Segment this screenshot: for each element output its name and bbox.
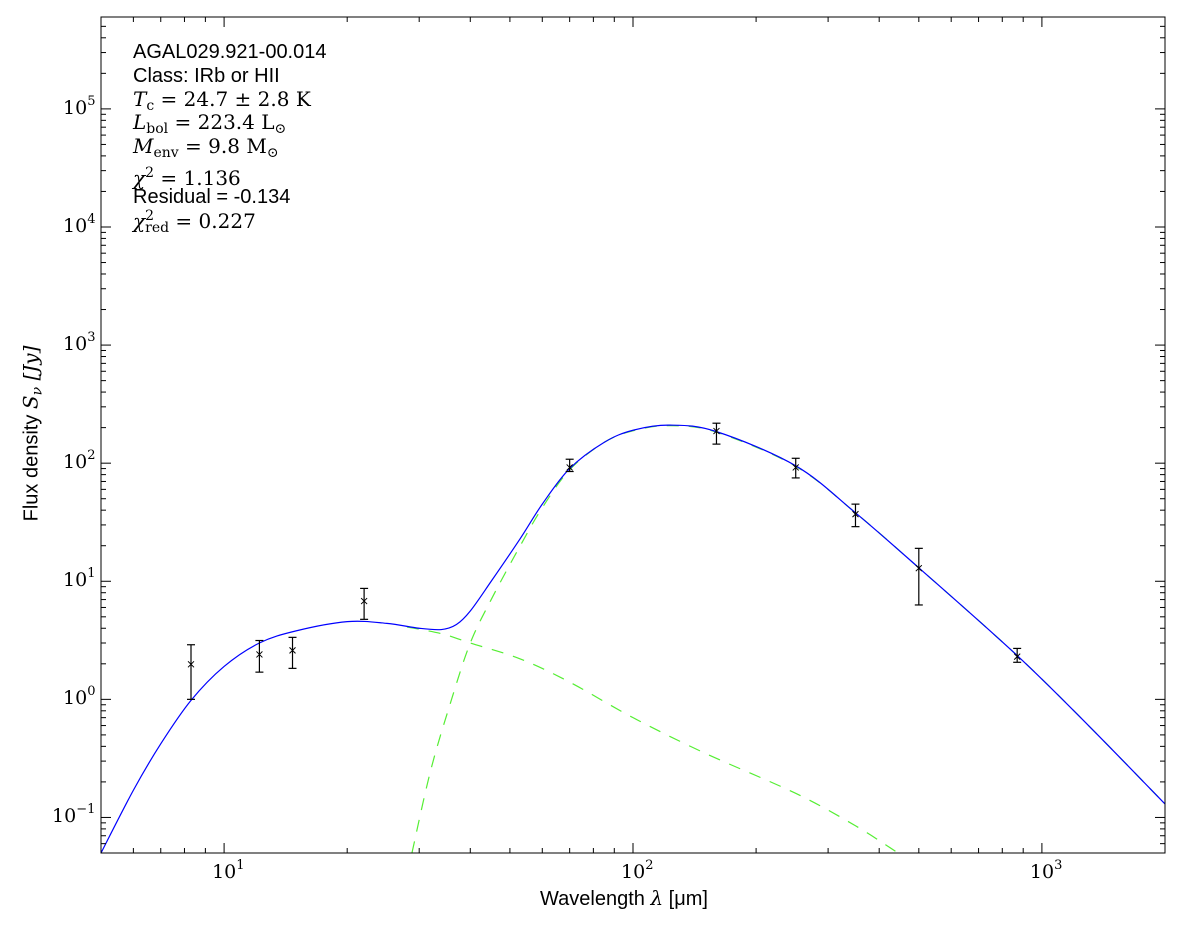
tick-exponent: 1 <box>236 858 245 873</box>
tick-base: 10 <box>63 96 88 119</box>
tick-base: 10 <box>1029 861 1055 883</box>
x-axis-label: Wavelength λ [μm] <box>540 886 708 911</box>
sun-symbol: ⊙ <box>266 145 279 161</box>
sub: c <box>146 98 155 114</box>
y-label-symbol: S <box>18 395 43 410</box>
tick-base: 10 <box>63 214 88 237</box>
sym: L <box>133 110 147 134</box>
tick-exponent: 3 <box>87 330 96 346</box>
y-tick-label: 101 <box>63 566 95 591</box>
sub: bol <box>146 121 169 137</box>
point-marker <box>713 427 720 435</box>
source-class: Class: IRb or HII <box>133 65 280 87</box>
x-label-unit: [μm] <box>663 888 708 910</box>
point-marker <box>792 464 800 471</box>
sun-symbol: ⊙ <box>274 121 287 137</box>
y-tick-label: 104 <box>63 212 95 237</box>
x-label-text: Wavelength <box>540 888 651 910</box>
chi2-red-annotation: χ 2 red = 0.227 <box>133 208 256 236</box>
residual-annotation: Residual = -0.134 <box>133 186 291 208</box>
x-tick-label: 101 <box>212 858 244 883</box>
point-marker <box>566 464 574 471</box>
point-marker <box>360 597 368 605</box>
sup: 2 <box>145 165 155 181</box>
y-tick-label: 103 <box>63 330 95 355</box>
value: = 9.8 M <box>178 134 267 158</box>
luminosity-annotation: Lbol = 223.4 L⊙ <box>133 110 286 141</box>
sym: χ <box>133 209 146 233</box>
y-label-sub: ν <box>29 386 46 396</box>
sup: 2 <box>145 208 155 224</box>
x-label-symbol: λ <box>650 886 664 910</box>
tick-exponent: 4 <box>87 211 96 227</box>
tick-base: 10 <box>63 333 88 356</box>
y-label-unit: [Jy] <box>18 345 43 387</box>
value: = 1.136 <box>154 166 241 190</box>
data-point <box>1013 647 1022 663</box>
model-curves <box>101 424 1165 853</box>
data-point <box>851 503 860 528</box>
x-tick-label: 103 <box>1030 858 1062 883</box>
data-point <box>360 587 369 620</box>
observations <box>187 422 1022 700</box>
point-marker <box>187 660 195 668</box>
sym: T <box>133 87 147 111</box>
source-name: AGAL029.921-00.014 <box>133 41 327 63</box>
value: = 24.7 ± 2.8 K <box>154 87 311 111</box>
tick-base: 10 <box>63 569 88 592</box>
sub: env <box>153 145 179 161</box>
tick-exponent: 2 <box>645 858 654 873</box>
tick-base: 10 <box>621 861 646 883</box>
tick-base: 10 <box>52 805 77 828</box>
data-point <box>255 639 264 673</box>
y-label-text: Flux density <box>20 409 43 522</box>
mass-annotation: Menv = 9.8 M⊙ <box>133 134 279 165</box>
cold-component-line <box>411 425 1165 853</box>
sub: red <box>145 220 170 236</box>
tick-base: 10 <box>63 687 88 710</box>
warm-component-line <box>406 626 899 853</box>
data-point <box>712 422 721 445</box>
value: = 223.4 L <box>168 110 275 134</box>
point-marker <box>915 564 923 572</box>
tick-exponent: 1 <box>87 566 96 582</box>
tick-exponent: 2 <box>87 448 96 464</box>
value: = 0.227 <box>169 209 256 233</box>
point-marker <box>289 646 296 654</box>
y-tick-label: 10−1 <box>52 802 95 827</box>
tick-exponent: −1 <box>76 802 96 818</box>
plot-frame <box>100 16 1166 854</box>
point-marker <box>852 510 859 518</box>
point-marker <box>256 651 263 658</box>
point-marker <box>1013 653 1021 660</box>
y-axis-label: Flux density Sν [Jy] <box>19 334 46 534</box>
tick-base: 10 <box>212 861 237 883</box>
axis-ticks <box>100 16 1166 854</box>
tick-exponent: 3 <box>1054 858 1063 873</box>
sym: χ <box>133 166 146 190</box>
y-tick-label: 100 <box>63 684 95 709</box>
tick-base: 10 <box>63 451 88 474</box>
total-model-line <box>101 424 1165 853</box>
sup-sub: 2 red <box>145 208 170 236</box>
y-tick-label: 102 <box>63 448 95 473</box>
sym: M <box>133 134 154 158</box>
y-tick-label: 105 <box>63 94 95 119</box>
data-point <box>914 547 923 606</box>
temperature-annotation: Tc = 24.7 ± 2.8 K <box>133 87 311 118</box>
data-point <box>187 644 196 700</box>
tick-exponent: 0 <box>87 684 96 700</box>
chi2-annotation: χ2 = 1.136 <box>133 161 241 190</box>
x-tick-label: 102 <box>621 858 653 883</box>
data-point <box>565 458 574 473</box>
data-point <box>791 457 800 479</box>
data-point <box>288 636 297 669</box>
tick-exponent: 5 <box>87 93 96 109</box>
